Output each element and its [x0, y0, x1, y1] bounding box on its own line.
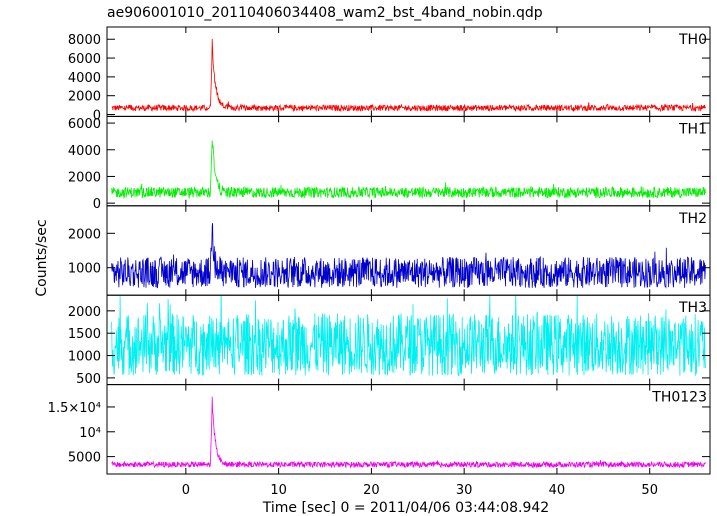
y-tick-label: 8000 [68, 33, 101, 48]
panel-th1: 0 2000 4000 6000 TH1 [68, 115, 711, 212]
panel-th0123: 5000 10⁴ 1.5×10⁴ TH0123 [48, 384, 711, 475]
y-tick-label: 2000 [68, 227, 101, 242]
y-tick-label: 0 [93, 109, 101, 124]
x-tick-label: 40 [549, 483, 566, 498]
y-tick-label: 6000 [68, 52, 101, 67]
panel-frame [106, 205, 711, 296]
y-tick-label: 1500 [68, 327, 101, 342]
panel-label: TH1 [678, 121, 707, 137]
panel-label: TH0 [678, 32, 707, 48]
y-tick-label: 2000 [68, 90, 101, 105]
x-axis: 0 10 20 30 40 50 [182, 483, 658, 498]
x-tick-label: 0 [182, 483, 190, 498]
series-line-th0123 [111, 396, 706, 469]
y-tick-label: 6000 [68, 117, 101, 132]
y-tick-label: 2000 [68, 170, 101, 185]
panel-label: TH3 [678, 300, 707, 316]
panel-frame [106, 384, 711, 475]
y-tick-label: 4000 [68, 144, 101, 159]
y-tick-label: 5000 [68, 451, 101, 466]
x-tick-label: 30 [456, 483, 473, 498]
x-tick-label: 10 [270, 483, 287, 498]
y-tick-label: 4000 [68, 71, 101, 86]
y-tick-label: 1000 [68, 350, 101, 365]
chart-title: ae906001010_20110406034408_wam2_bst_4ban… [107, 5, 543, 21]
y-tick-label: 0 [93, 197, 101, 212]
panel-frame [106, 294, 711, 386]
series-line-th2 [111, 223, 706, 289]
series-line-th0 [111, 38, 706, 113]
panel-th2: 1000 2000 TH2 [68, 205, 711, 296]
y-tick-label: 1.5×10⁴ [48, 401, 101, 416]
x-tick-label: 50 [641, 483, 658, 498]
panel-frame [106, 26, 711, 117]
panel-label: TH2 [678, 211, 707, 227]
y-axis-label: Counts/sec [34, 219, 50, 296]
x-tick-label: 20 [363, 483, 380, 498]
y-tick-label: 2000 [68, 305, 101, 320]
series-line-th3 [111, 295, 706, 377]
panels-group: 0 2000 4000 6000 8000 TH0 0 2000 4000 6000 TH1 1000… [48, 26, 711, 475]
panel-label: TH0123 [651, 390, 707, 406]
panel-th3: 500 1000 1500 2000 TH3 [68, 294, 711, 387]
panel-th0: 0 2000 4000 6000 8000 TH0 [68, 26, 711, 124]
x-axis-label: Time [sec] 0 = 2011/04/06 03:44:08.942 [262, 500, 549, 516]
y-tick-label: 1000 [68, 262, 101, 277]
y-tick-label: 500 [76, 372, 101, 387]
y-tick-label: 10⁴ [79, 426, 101, 441]
series-line-th1 [111, 140, 706, 200]
